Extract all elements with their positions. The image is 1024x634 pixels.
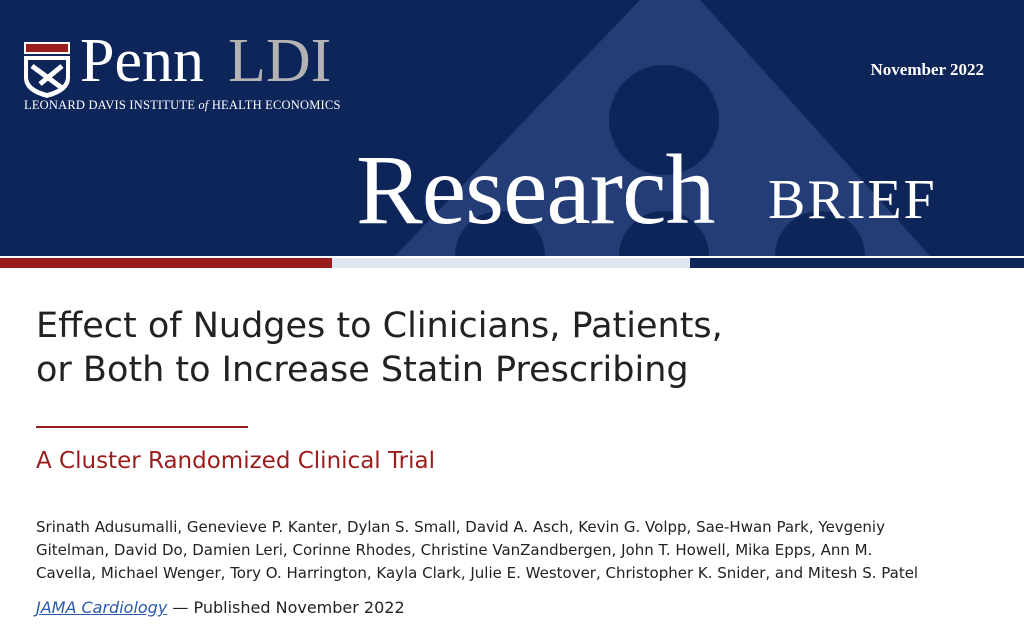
date: November 2022 bbox=[870, 60, 984, 79]
author-line: Cavella, Michael Wenger, Tory O. Harring… bbox=[36, 564, 919, 582]
rule bbox=[36, 426, 248, 428]
stripe bbox=[332, 258, 690, 268]
citation: JAMA Cardiology — Published November 202… bbox=[36, 598, 405, 617]
institute-name: LEONARD DAVIS INSTITUTE of HEALTH ECONOM… bbox=[24, 98, 341, 113]
logo-penn: Penn bbox=[80, 27, 204, 95]
header: Penn LDI LEONARD DAVIS INSTITUTE of HEAL… bbox=[0, 0, 1024, 256]
institute-part: LEONARD DAVIS INSTITUTE bbox=[24, 98, 196, 112]
journal-link[interactable]: JAMA Cardiology bbox=[36, 598, 168, 617]
title-line: Effect of Nudges to Clinicians, Patients… bbox=[36, 306, 723, 346]
banner-brief: BRIEF bbox=[768, 169, 937, 231]
title-line: or Both to Increase Statin Prescribing bbox=[36, 350, 689, 390]
author-line: Srinath Adusumalli, Genevieve P. Kanter,… bbox=[36, 518, 885, 536]
author-line: Gitelman, David Do, Damien Leri, Corinne… bbox=[36, 541, 873, 559]
watermark bbox=[24, 0, 930, 256]
banner-research: Research bbox=[356, 134, 715, 245]
institute-part: of bbox=[198, 98, 209, 112]
stripe bbox=[0, 258, 332, 268]
authors: Srinath Adusumalli, Genevieve P. Kanter,… bbox=[36, 516, 918, 585]
stripe bbox=[690, 258, 1024, 268]
published: — Published November 2022 bbox=[172, 598, 405, 617]
institute-part: HEALTH ECONOMICS bbox=[211, 98, 341, 112]
title: Effect of Nudges to Clinicians, Patients… bbox=[36, 304, 723, 392]
logo-ldi: LDI bbox=[228, 27, 332, 95]
subtitle: A Cluster Randomized Clinical Trial bbox=[36, 448, 435, 474]
